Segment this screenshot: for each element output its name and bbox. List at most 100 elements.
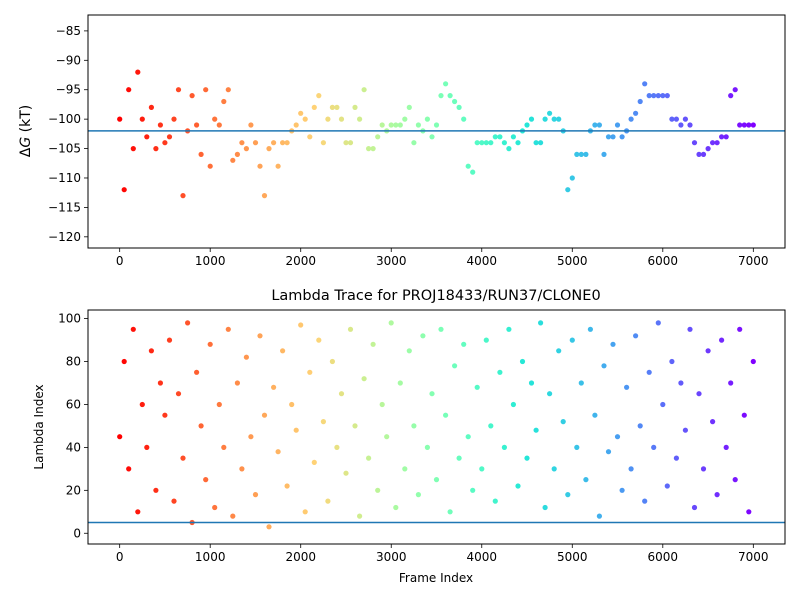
data-point bbox=[691, 140, 698, 146]
data-point bbox=[257, 163, 263, 169]
data-point bbox=[456, 455, 462, 461]
data-point bbox=[443, 412, 449, 418]
data-point bbox=[316, 337, 322, 343]
data-point bbox=[298, 110, 304, 116]
data-point bbox=[280, 348, 286, 354]
data-point bbox=[275, 449, 281, 455]
delta-g-panel: 0 1000 2000 3000 4000 5000 6000 7000 −85−90−95−… bbox=[18, 14, 786, 268]
data-point bbox=[664, 93, 670, 99]
y-tick-label: 100 bbox=[58, 312, 81, 326]
data-point bbox=[723, 444, 729, 450]
lambda-y-ticks: 0 20 40 60 80 100 bbox=[58, 312, 88, 540]
data-point bbox=[705, 348, 711, 354]
data-point bbox=[533, 427, 539, 433]
data-point bbox=[239, 466, 245, 472]
data-point bbox=[433, 122, 440, 128]
data-point bbox=[162, 140, 168, 146]
data-point bbox=[510, 134, 516, 140]
data-point bbox=[393, 122, 399, 128]
data-point bbox=[538, 320, 544, 326]
data-point bbox=[352, 104, 358, 110]
data-point bbox=[497, 369, 503, 375]
data-point bbox=[225, 87, 231, 93]
x-tick-label: 0 bbox=[116, 254, 124, 268]
x-tick-label: 0 bbox=[116, 550, 124, 564]
data-point bbox=[619, 487, 625, 493]
data-point bbox=[519, 358, 526, 365]
data-point bbox=[483, 337, 489, 343]
x-tick-label: 3000 bbox=[376, 550, 407, 564]
data-point bbox=[126, 466, 132, 472]
data-point bbox=[271, 140, 277, 146]
data-point bbox=[307, 369, 313, 375]
data-point bbox=[741, 412, 747, 418]
data-point bbox=[366, 455, 372, 461]
data-point bbox=[687, 326, 693, 332]
x-tick-label: 1000 bbox=[195, 550, 226, 564]
data-point bbox=[583, 151, 589, 157]
data-point bbox=[506, 146, 512, 152]
data-point bbox=[524, 455, 530, 461]
data-point bbox=[153, 146, 159, 152]
data-point bbox=[719, 337, 725, 343]
data-point bbox=[637, 423, 643, 429]
data-point bbox=[148, 348, 154, 354]
data-point bbox=[660, 401, 666, 408]
data-point bbox=[375, 487, 381, 493]
data-point bbox=[592, 412, 598, 418]
data-point bbox=[447, 93, 453, 99]
data-point bbox=[556, 116, 562, 122]
data-point bbox=[379, 122, 385, 128]
data-point bbox=[465, 163, 471, 169]
y-tick-label: −90 bbox=[56, 53, 81, 67]
data-point bbox=[135, 69, 141, 75]
data-point bbox=[302, 509, 308, 515]
x-tick-label: 4000 bbox=[466, 254, 497, 268]
x-tick-label: 7000 bbox=[738, 254, 769, 268]
data-point bbox=[646, 93, 652, 99]
data-point bbox=[587, 326, 594, 332]
data-point bbox=[547, 391, 553, 397]
data-point bbox=[261, 412, 268, 418]
data-point bbox=[343, 470, 349, 476]
y-tick-label: −100 bbox=[48, 112, 81, 126]
lambda-trace-title: Lambda Trace for PROJ18433/RUN37/CLONE0 bbox=[271, 288, 600, 304]
data-point bbox=[166, 134, 173, 140]
data-point bbox=[397, 380, 403, 386]
y-tick-label: 60 bbox=[66, 397, 81, 411]
data-point bbox=[619, 134, 625, 140]
data-point bbox=[307, 134, 313, 140]
data-point bbox=[266, 524, 272, 530]
x-tick-label: 6000 bbox=[648, 550, 679, 564]
y-tick-label: −95 bbox=[56, 83, 81, 97]
data-point bbox=[243, 354, 249, 360]
data-point bbox=[135, 509, 141, 515]
data-point bbox=[610, 341, 616, 347]
data-point bbox=[660, 93, 666, 99]
data-point bbox=[424, 444, 430, 450]
data-point bbox=[284, 140, 290, 146]
data-point bbox=[212, 116, 218, 122]
x-tick-label: 2000 bbox=[285, 550, 316, 564]
data-point bbox=[325, 116, 331, 122]
data-point bbox=[497, 134, 503, 140]
data-point bbox=[157, 122, 163, 128]
data-point bbox=[551, 116, 557, 122]
data-point bbox=[710, 419, 716, 425]
data-point bbox=[320, 140, 326, 146]
data-point bbox=[329, 104, 335, 110]
x-tick-label: 3000 bbox=[376, 254, 407, 268]
data-point bbox=[578, 151, 584, 157]
data-point bbox=[673, 116, 680, 122]
data-point bbox=[370, 341, 376, 347]
data-point bbox=[207, 163, 213, 169]
data-point bbox=[728, 93, 734, 99]
y-tick-label: −85 bbox=[56, 24, 81, 38]
data-point bbox=[347, 326, 354, 332]
data-point bbox=[311, 104, 317, 110]
x-tick-label: 4000 bbox=[466, 550, 497, 564]
data-point bbox=[429, 134, 435, 140]
delta-g-x-ticks: 0 1000 2000 3000 4000 5000 6000 7000 bbox=[116, 248, 769, 268]
data-point bbox=[569, 337, 575, 343]
